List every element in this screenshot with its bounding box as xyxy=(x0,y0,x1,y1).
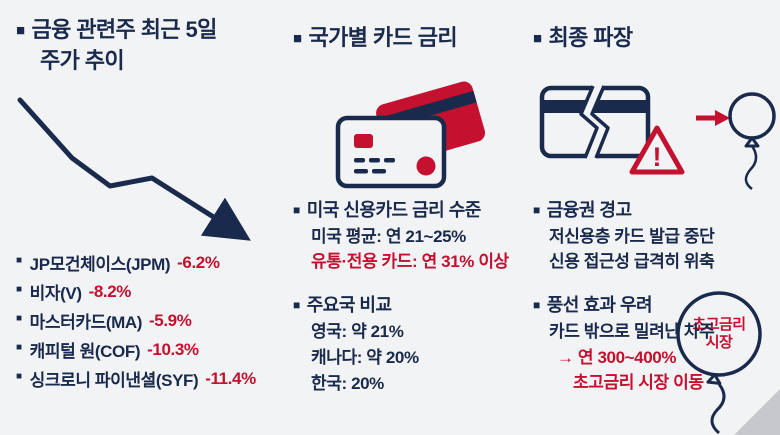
us-rate-heading: ■ 미국 신용카드 금리 수준 xyxy=(293,196,481,222)
square-bullet-icon: ■ xyxy=(293,298,300,312)
middle-title-text: 국가별 카드 금리 xyxy=(308,25,457,50)
red-arrow-icon xyxy=(696,110,730,126)
square-bullet-icon: ■ xyxy=(16,371,22,382)
stock-change: -8.2% xyxy=(88,281,132,301)
finance-warning-heading: ■ 금융권 경고 xyxy=(533,196,632,222)
stock-name: 캐피털 원(COF) xyxy=(29,342,141,361)
country-rate-canada: 캐나다: 약 20% xyxy=(311,348,419,367)
us-average-line: 미국 평균: 연 21~25% xyxy=(311,227,466,246)
country-compare-heading-text: 주요국 비교 xyxy=(306,295,392,315)
left-title-text1: 금융 관련주 최근 5일 xyxy=(31,17,217,42)
square-bullet-icon: ■ xyxy=(533,203,540,217)
broken-card-icon xyxy=(539,81,651,162)
balloon-icon xyxy=(728,92,776,190)
svg-text:!: ! xyxy=(653,142,662,172)
balloon-line-1: 카드 밖으로 밀려난 차주 xyxy=(549,322,715,341)
square-bullet-icon: ■ xyxy=(293,30,302,47)
square-bullet-icon: ■ xyxy=(16,255,22,266)
right-title-text: 최종 파장 xyxy=(548,25,633,50)
balloon-line-3: 초고금리 시장 이동 xyxy=(573,373,704,392)
country-rate-list: 영국: 약 21% 캐나다: 약 20% 한국: 20% xyxy=(311,319,419,397)
right-panel-title: ■ 최종 파장 xyxy=(533,24,633,55)
stock-name: 마스터카드(MA) xyxy=(29,313,143,332)
warning-line-1: 저신용층 카드 발급 중단 xyxy=(549,227,715,246)
country-rate-korea: 한국: 20% xyxy=(311,374,384,393)
left-panel-title: ■ 금융 관련주 최근 5일 주가 추이 xyxy=(16,16,217,75)
middle-panel-title: ■ 국가별 카드 금리 xyxy=(293,24,458,55)
square-bullet-icon: ■ xyxy=(16,22,25,39)
square-bullet-icon: ■ xyxy=(533,30,542,47)
stock-row: ■ 비자(V) -8.2% xyxy=(16,277,256,306)
stock-row: ■ JP모건체이스(JPM) -6.2% xyxy=(16,248,256,277)
impact-icons: ! xyxy=(539,81,776,190)
balloon-effect-heading-text: 풍선 효과 우려 xyxy=(546,295,653,315)
stock-name: 싱크로니 파이낸셜(SYF) xyxy=(29,371,199,390)
left-title-line1: ■ 금융 관련주 최근 5일 xyxy=(16,16,217,47)
country-rate-uk: 영국: 약 21% xyxy=(311,322,404,341)
stock-change: -6.2% xyxy=(177,252,220,272)
stock-row: ■ 싱크로니 파이낸셜(SYF) -11.4% xyxy=(16,364,256,393)
square-bullet-icon: ■ xyxy=(533,298,540,312)
stock-list: ■ JP모건체이스(JPM) -6.2% ■ 비자(V) -8.2% ■ 마스터… xyxy=(16,248,256,393)
balloon-label-line1: 초고금리 xyxy=(692,316,746,333)
us-retail-card-line: 유통·전용 카드: 연 31% 이상 xyxy=(311,252,509,271)
balloon-effect-heading: ■ 풍선 효과 우려 xyxy=(533,291,653,317)
balloon-label-line2: 시장 xyxy=(705,334,733,351)
stock-row: ■ 마스터카드(MA) -5.9% xyxy=(16,306,256,335)
balloon-icon-large xyxy=(676,291,762,435)
square-bullet-icon: ■ xyxy=(293,203,300,217)
square-bullet-icon: ■ xyxy=(16,313,22,324)
square-bullet-icon: ■ xyxy=(16,342,22,353)
warning-line-2: 신용 접근성 급격히 위축 xyxy=(549,252,715,271)
credit-card-icon xyxy=(335,81,486,189)
downtrend-arrow-icon xyxy=(17,97,251,241)
stock-name: 비자(V) xyxy=(29,284,82,303)
country-compare-heading: ■ 주요국 비교 xyxy=(293,291,392,317)
stock-change: -11.4% xyxy=(205,368,256,388)
stock-change: -10.3% xyxy=(147,339,199,359)
balloon-label: 초고금리 시장 xyxy=(669,316,769,352)
warning-triangle-icon: ! xyxy=(629,125,685,175)
stock-change: -5.9% xyxy=(149,310,192,330)
finance-warning-heading-text: 금융권 경고 xyxy=(546,200,632,220)
balloon-line-2: → 연 300~400% xyxy=(557,348,677,367)
stock-row: ■ 캐피털 원(COF) -10.3% xyxy=(16,335,256,364)
left-title-text2: 주가 추이 xyxy=(40,48,125,73)
stock-name: JP모건체이스(JPM) xyxy=(29,255,171,274)
square-bullet-icon: ■ xyxy=(16,284,22,295)
us-rate-heading-text: 미국 신용카드 금리 수준 xyxy=(306,200,482,220)
